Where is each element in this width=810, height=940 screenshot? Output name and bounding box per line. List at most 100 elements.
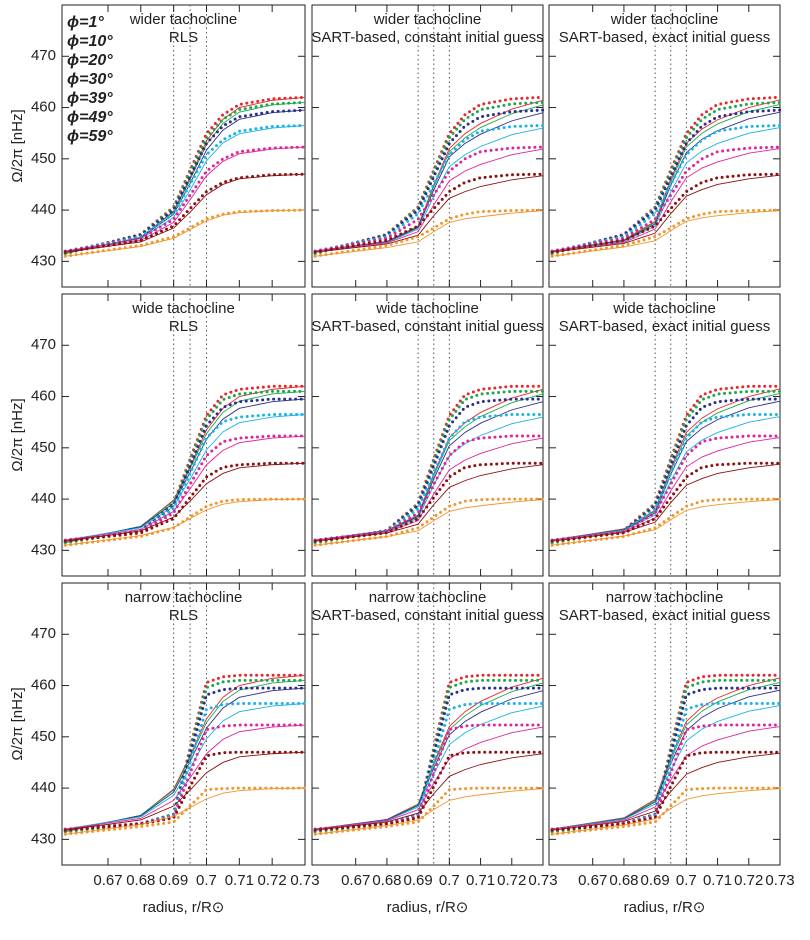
inversion-line [552,437,781,541]
inversion-line [552,416,781,541]
true-profile [313,95,545,256]
panel-subtitle: SART-based, constant initial guess [311,318,543,335]
plot-frame [548,582,781,866]
inversion-line [315,677,544,830]
panel-title: narrow tachocline [125,589,243,606]
true-profile [313,384,545,545]
inversion-line [315,437,544,541]
inversion-line [552,127,781,252]
y-tick-label: 440 [31,201,56,218]
panel-title: wider tachocline [610,11,719,28]
inversion-line [65,679,306,833]
true-profile [550,397,782,543]
true-profile [63,412,307,542]
true-profile [313,750,545,832]
inversion-line [552,148,781,252]
inversion-line [65,751,306,831]
inversion-line [315,690,544,830]
inversion-line [65,173,306,253]
x-tick-label: 0.73 [765,872,794,889]
x-tick-label: 0.71 [466,872,495,889]
inversion-line [552,400,781,541]
true-profile [63,497,307,547]
true-profile [550,389,782,545]
true-profile [313,434,545,542]
inversion-line [315,464,544,542]
x-tick-label: 0.68 [609,872,638,889]
inversion-line [315,148,544,252]
inversion-line [315,393,544,541]
x-axis-label: radius, r/R⊙ [143,899,225,916]
y-tick-label: 460 [31,99,56,116]
true-profile [313,673,545,834]
y-tick-label: 430 [31,541,56,558]
x-tick-label: 0.7 [676,872,697,889]
true-profile [550,172,782,254]
panel-subtitle: RLS [169,29,198,46]
inversion-line [315,388,544,541]
true-profile [313,397,545,543]
true-profile [63,172,307,254]
inversion-line [65,787,306,835]
true-profile [550,208,782,258]
y-tick-label: 450 [31,728,56,745]
y-tick-label: 470 [31,336,56,353]
inversion-line [552,689,781,830]
true-profile [63,208,307,258]
inversion-line [552,752,781,831]
y-axis-label: Ω/2π [nHz] [9,398,26,471]
y-tick-label: 440 [31,779,56,796]
x-tick-label: 0.68 [126,872,155,889]
true-profile [63,100,307,256]
legend-entry: ϕ=59° [67,128,113,145]
inversion-line [552,499,781,546]
x-tick-label: 0.67 [578,872,607,889]
true-profile [63,397,307,543]
true-profile [550,100,782,256]
plot-frame [548,4,781,288]
inversion-line [65,109,306,253]
true-profile [550,786,782,836]
panel-title: wider tachocline [373,11,482,28]
true-profile [550,384,782,545]
plot-frame [61,293,306,577]
inversion-line [552,788,781,835]
y-tick-label: 440 [31,490,56,507]
true-profile [313,100,545,256]
inversion-line [315,705,544,830]
x-tick-label: 0.7 [439,872,460,889]
panel-subtitle: RLS [169,607,198,624]
panel-title: wider tachocline [129,11,238,28]
legend-entry: ϕ=10° [67,33,113,50]
panel-title: wide tachocline [131,300,235,317]
true-profile [313,108,545,254]
inversion-line [315,99,544,252]
plot-frame [548,293,781,577]
x-tick-label: 0.69 [404,872,433,889]
true-profile [550,412,782,542]
true-profile [550,461,782,543]
true-profile [550,108,782,254]
panel-subtitle: SART-based, exact initial guess [559,29,771,46]
true-profile [550,673,782,834]
y-tick-label: 450 [31,439,56,456]
inversion-line [65,435,306,541]
y-tick-label: 460 [31,388,56,405]
x-tick-label: 0.72 [734,872,763,889]
legend-entry: ϕ=20° [67,52,113,69]
plot-frame [311,293,544,577]
true-profile [63,145,307,253]
panel-title: wide tachocline [375,300,479,317]
plot-frame [61,582,306,866]
y-tick-label: 460 [31,677,56,694]
panel-title: narrow tachocline [369,589,487,606]
inversion-line [65,414,306,541]
true-profile [313,497,545,547]
inversion-line [552,174,781,253]
x-tick-label: 0.72 [258,872,287,889]
true-profile [63,123,307,253]
x-tick-label: 0.73 [528,872,557,889]
true-profile [63,389,307,545]
true-profile [550,434,782,542]
